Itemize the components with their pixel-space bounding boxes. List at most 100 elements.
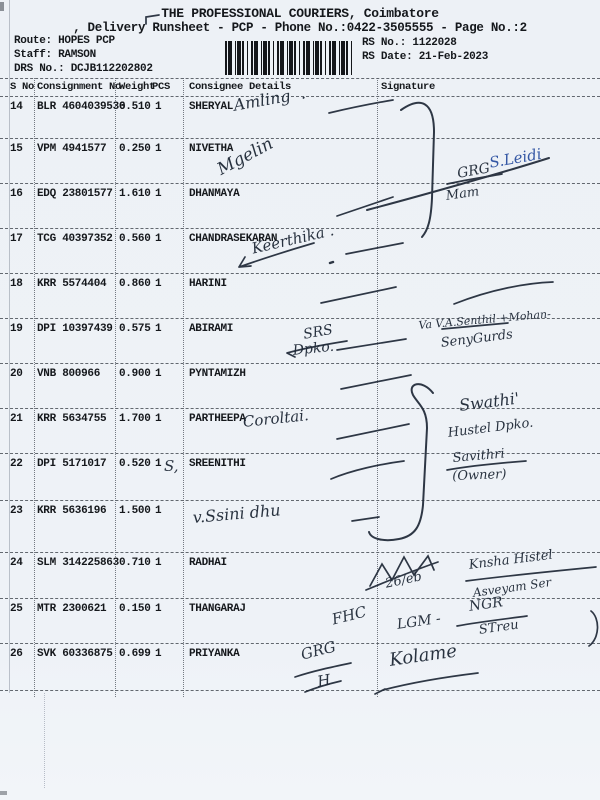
cell-weight: 0.900	[119, 368, 151, 380]
ink-stroke	[336, 423, 410, 440]
cell-sno: 16	[10, 188, 23, 200]
cell-sno: 18	[10, 278, 23, 290]
handwritten-note: S,	[164, 457, 179, 475]
cell-sno: 20	[10, 368, 23, 380]
doc-subtitle: , Delivery Runsheet - PCP - Phone No.:04…	[73, 21, 527, 35]
cell-consignee: PYNTAMIZH	[189, 368, 246, 380]
cell-consignment-no: TCG 40397352	[37, 233, 113, 245]
cell-pcs: 1	[155, 101, 162, 113]
handwritten-note: Keerthika .	[250, 221, 336, 258]
row-divider	[0, 273, 600, 274]
cell-pcs: 1	[155, 458, 162, 470]
cell-consignment-no: VPM 4941577	[37, 143, 107, 155]
barcode	[225, 41, 352, 75]
cell-pcs: 1	[155, 323, 162, 335]
column-header: Signature	[381, 81, 436, 93]
cell-consignee: SREENITHI	[189, 458, 246, 470]
cell-consignment-no: BLR 4604039536	[37, 101, 126, 113]
cell-sno: 23	[10, 505, 23, 517]
row-divider	[0, 78, 600, 79]
cell-sno: 24	[10, 557, 23, 569]
cell-sno: 17	[10, 233, 23, 245]
cell-consignee: ABIRAMI	[189, 323, 234, 335]
cell-consignee: NIVETHA	[189, 143, 234, 155]
cell-consignment-no: VNB 800966	[37, 368, 101, 380]
cell-pcs: 1	[155, 413, 162, 425]
row-divider	[0, 552, 600, 553]
header-field: RS Date: 21-Feb-2023	[362, 51, 489, 63]
handwritten-note: STreu	[478, 617, 520, 638]
cell-consignee: CHANDRASEKARAN	[189, 233, 278, 245]
row-divider	[0, 138, 600, 139]
handwritten-note: S.Leidi	[488, 144, 543, 172]
row-divider	[0, 318, 600, 319]
cell-consignment-no: MTR 2300621	[37, 603, 107, 615]
ink-stroke	[336, 338, 407, 351]
cell-weight: 0.860	[119, 278, 151, 290]
ink-stroke	[453, 281, 554, 305]
handwritten-note: Kolame	[388, 640, 459, 671]
row-divider	[0, 500, 600, 501]
cell-sno: 14	[10, 101, 23, 113]
column-divider	[115, 78, 116, 697]
cell-weight: 0.710	[119, 557, 151, 569]
cell-sno: 19	[10, 323, 23, 335]
cell-pcs: 1	[155, 648, 162, 660]
handwritten-note: GRG	[299, 637, 338, 664]
ink-stroke	[588, 610, 599, 647]
cell-weight: 1.700	[119, 413, 151, 425]
ink-stroke	[328, 260, 335, 265]
scan-artifact-line	[9, 0, 10, 693]
cell-pcs: 1	[155, 368, 162, 380]
cell-consignee: DHANMAYA	[189, 188, 240, 200]
cell-sno: 25	[10, 603, 23, 615]
row-divider	[0, 453, 600, 454]
cell-pcs: 1	[155, 278, 162, 290]
cell-sno: 21	[10, 413, 23, 425]
handwritten-note: Hustel Dpko.	[447, 415, 535, 441]
header-field: DRS No.: DCJB112202802	[14, 63, 153, 75]
handwritten-note: GRG	[456, 160, 492, 182]
scan-artifact-mark	[0, 2, 4, 11]
handwritten-note: v.Ssini dhu	[192, 500, 282, 527]
handwritten-note: Va V.A.Senthil +Mohan-	[418, 307, 552, 332]
cell-pcs: 1	[155, 188, 162, 200]
cell-weight: 0.510	[119, 101, 151, 113]
cell-consignment-no: EDQ 23801577	[37, 188, 113, 200]
ink-stroke	[351, 516, 380, 522]
column-divider	[34, 78, 35, 697]
ink-stroke	[345, 242, 404, 255]
handwritten-note: Swathi'	[458, 388, 521, 415]
cell-consignment-no: KRR 5634755	[37, 413, 107, 425]
cell-consignee: PRIYANKA	[189, 648, 240, 660]
cell-weight: 0.520	[119, 458, 151, 470]
cell-pcs: 1	[155, 233, 162, 245]
doc-title: THE PROFESSIONAL COURIERS, Coimbatore	[161, 6, 439, 21]
cell-consignment-no: KRR 5636196	[37, 505, 107, 517]
cell-weight: 0.699	[119, 648, 151, 660]
cell-sno: 22	[10, 458, 23, 470]
ink-stroke	[400, 101, 436, 238]
ink-stroke	[330, 460, 405, 480]
cell-sno: 26	[10, 648, 23, 660]
cell-pcs: 1	[155, 143, 162, 155]
cell-consignment-no: SVK 60336875	[37, 648, 113, 660]
header-field: Route: HOPES PCP	[14, 35, 115, 47]
cell-weight: 0.150	[119, 603, 151, 615]
handwritten-note: 26/eb	[384, 569, 424, 592]
row-divider	[0, 408, 600, 409]
cell-weight: 1.610	[119, 188, 151, 200]
cell-consignee: SHERYAL	[189, 101, 234, 113]
cell-pcs: 1	[155, 505, 162, 517]
handwritten-note: Savithri	[452, 446, 506, 466]
column-header: PCS	[152, 81, 171, 93]
cell-pcs: 1	[155, 557, 162, 569]
handwritten-note: SenyGurds	[440, 327, 514, 351]
cell-consignee: RADHAI	[189, 557, 227, 569]
row-divider	[0, 690, 600, 691]
column-header: Consignment No	[37, 81, 122, 93]
row-divider	[0, 598, 600, 599]
cell-weight: 0.250	[119, 143, 151, 155]
scan-artifact-mark	[0, 791, 7, 795]
